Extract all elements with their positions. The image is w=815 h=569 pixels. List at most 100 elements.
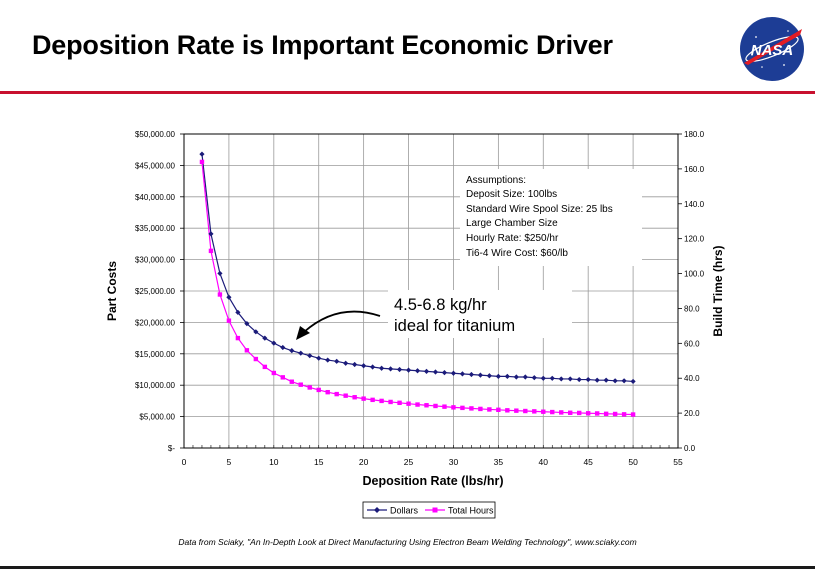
x-tick-label: 45 xyxy=(583,457,593,467)
y-tick-label: $20,000.00 xyxy=(135,318,176,327)
y2-tick-label: 80.0 xyxy=(684,304,700,313)
dollars-point xyxy=(325,357,331,363)
total-hours-point xyxy=(343,393,348,398)
dollars-point xyxy=(352,361,358,368)
x-axis-label: Deposition Rate (lbs/hr) xyxy=(363,474,504,488)
legend-label-total-hours: Total Hours xyxy=(448,506,494,516)
total-hours-point xyxy=(505,408,510,413)
x-tick-label: 40 xyxy=(539,457,549,467)
total-hours-point xyxy=(433,403,438,409)
total-hours-point xyxy=(630,412,636,417)
total-hours-point xyxy=(478,406,483,412)
assumptions-line: Standard Wire Spool Size: 25 lbs xyxy=(466,204,613,215)
y2-tick-label: 100.0 xyxy=(684,270,705,279)
legend-label-dollars: Dollars xyxy=(390,506,419,516)
dollars-point xyxy=(459,371,466,377)
total-hours-point xyxy=(280,375,285,380)
dollars-point xyxy=(594,377,600,383)
y-tick-label: $15,000.00 xyxy=(135,350,176,359)
total-hours-point xyxy=(307,385,312,390)
total-hours-point xyxy=(316,387,321,393)
dollars-point xyxy=(621,378,627,384)
dollars-point xyxy=(441,370,448,376)
svg-text:Assumptions: Deposit S: Assumptions: Deposit Size: 100lbs Standa… xyxy=(466,175,616,259)
dollars-point xyxy=(513,374,519,380)
y-tick-label: $25,000.00 xyxy=(135,287,176,296)
dollars-point xyxy=(468,371,475,378)
bottom-divider xyxy=(0,566,815,569)
dollars-point xyxy=(522,374,528,380)
dollars-point xyxy=(289,348,295,354)
dollars-point xyxy=(405,367,412,373)
total-hours-point xyxy=(370,397,375,403)
dollars-point xyxy=(612,378,618,384)
total-hours-point xyxy=(514,408,519,413)
total-hours-point xyxy=(244,348,250,353)
total-hours-point xyxy=(594,411,600,416)
total-hours-point xyxy=(577,410,582,416)
total-hours-point xyxy=(406,401,411,406)
legend-marker-dollars xyxy=(374,507,380,513)
x-tick-label: 30 xyxy=(449,457,459,467)
dollars-point xyxy=(244,321,250,327)
dollars-point xyxy=(370,364,376,370)
x-tick-label: 15 xyxy=(314,457,324,467)
total-hours-point xyxy=(217,292,223,297)
dollars-point xyxy=(549,375,555,381)
total-hours-point xyxy=(253,356,259,362)
total-hours-point xyxy=(415,402,420,407)
total-hours-point xyxy=(496,407,501,412)
annotation-arrowhead xyxy=(296,326,310,340)
annotation-arrow xyxy=(303,310,381,333)
total-hours-point xyxy=(612,411,618,417)
assumptions-line: Hourly Rate: $250/hr xyxy=(466,233,559,244)
total-hours-point xyxy=(199,159,205,165)
y-axis-label: Part Costs xyxy=(105,261,119,321)
total-hours-point xyxy=(397,400,402,406)
series xyxy=(199,151,636,417)
total-hours-point xyxy=(550,409,555,415)
y2-tick-label: 0.0 xyxy=(684,444,696,453)
dollars-point xyxy=(253,329,259,335)
y2-tick-label: 120.0 xyxy=(684,235,705,244)
total-hours-point xyxy=(532,409,537,414)
x-tick-label: 50 xyxy=(628,457,638,467)
y-tick-label: $45,000.00 xyxy=(135,161,176,170)
total-hours-point xyxy=(541,409,546,414)
dollars-point xyxy=(504,373,510,380)
annotation-line: ideal for titanium xyxy=(394,317,515,335)
dollars-point xyxy=(603,377,609,383)
total-hours-point xyxy=(334,391,339,397)
dollars-point xyxy=(486,373,492,379)
x-tick-label: 0 xyxy=(182,457,187,467)
dollars-point xyxy=(379,365,385,371)
total-hours-point xyxy=(325,389,330,395)
dollars-point xyxy=(531,375,537,381)
dollars-point xyxy=(495,373,501,380)
dollars-point xyxy=(226,294,232,300)
y-tick-label: $5,000.00 xyxy=(139,413,175,422)
x-tick-label: 20 xyxy=(359,457,369,467)
dollars-point xyxy=(343,360,349,366)
total-hours-point xyxy=(388,399,393,405)
total-hours-point xyxy=(451,405,456,410)
total-hours-point xyxy=(352,395,357,400)
legend: Dollars Total Hours xyxy=(362,501,496,519)
dollars-point xyxy=(334,358,340,364)
legend-marker-total-hours xyxy=(432,507,438,513)
dollars-point xyxy=(271,340,277,346)
y-tick-label: $30,000.00 xyxy=(135,256,176,265)
dollars-point xyxy=(316,355,322,361)
dollars-point xyxy=(450,370,457,376)
y2-tick-label: 20.0 xyxy=(684,409,700,418)
assumptions-line: Assumptions: xyxy=(466,175,526,186)
total-hours-point xyxy=(208,248,214,254)
dollars-point xyxy=(567,376,573,382)
dollars-point xyxy=(540,375,546,381)
total-hours-point xyxy=(235,335,241,341)
annotation-line: 4.5-6.8 kg/hr xyxy=(394,296,487,314)
svg-text:4.5-6.8 kg/hr ideal fo: 4.5-6.8 kg/hr ideal for titanium xyxy=(394,296,515,335)
source-caption: Data from Sciaky, "An In-Depth Look at D… xyxy=(178,537,637,547)
y2-axis-label: Build Time (hrs) xyxy=(711,245,725,336)
